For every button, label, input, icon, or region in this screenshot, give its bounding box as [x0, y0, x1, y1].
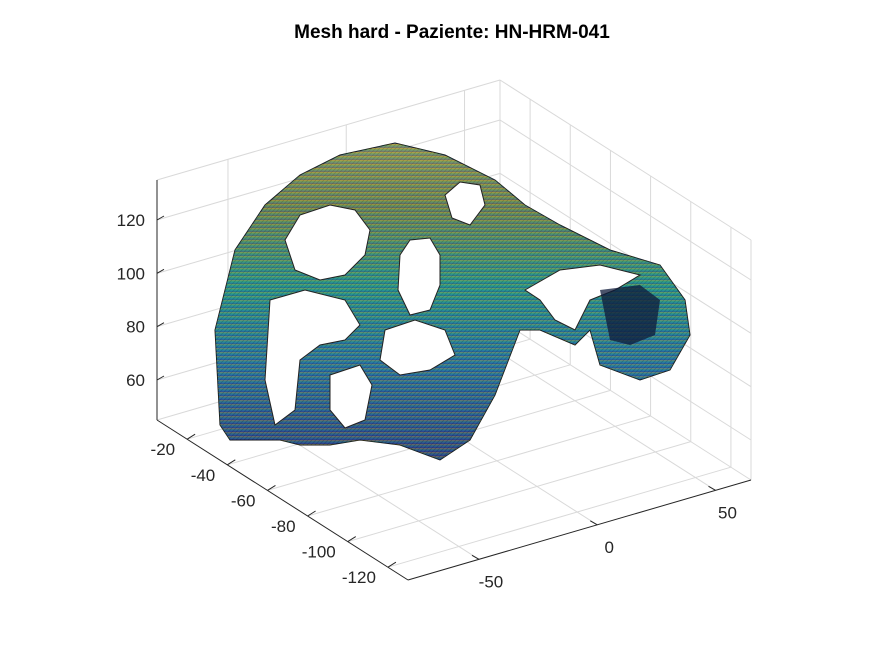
floor-right-edge	[499, 319, 752, 481]
y-tick-label: -80	[271, 517, 296, 536]
mesh-dark-band-right	[600, 285, 660, 345]
y-axis-ticks: -20 -40 -60 -80 -100 -120	[151, 433, 397, 587]
grid-line-y	[387, 466, 732, 568]
back-top-edge	[156, 79, 501, 181]
grid-line-y	[347, 441, 691, 543]
x-tick-label: 50	[718, 503, 737, 522]
y-axis-line	[156, 419, 409, 581]
z-tick-mark	[156, 375, 165, 381]
z-tick-label: 100	[117, 264, 145, 283]
z-tick-label: 60	[126, 371, 145, 390]
x-tick-mark	[589, 520, 598, 526]
mesh-hole-center	[379, 319, 456, 376]
y-tick-mark	[307, 510, 316, 517]
grid-line-z-right	[499, 172, 752, 334]
mesh-surface	[214, 142, 691, 461]
grid-line-y	[307, 415, 651, 517]
mesh-hole-lower-mid	[329, 364, 373, 429]
x-axis-line	[407, 479, 752, 581]
x-tick-mark	[708, 485, 716, 491]
mesh-hole-left-orbit	[284, 204, 371, 281]
x-tick-label: -50	[479, 572, 504, 591]
y-tick-label: -20	[151, 440, 176, 459]
y-tick-mark	[267, 484, 276, 491]
z-tick-mark	[156, 322, 165, 328]
z-tick-mark	[156, 215, 165, 221]
y-tick-mark	[186, 433, 196, 440]
mesh-hole-small	[444, 181, 486, 226]
y-tick-label: -100	[302, 543, 336, 562]
z-tick-label: 80	[126, 318, 145, 337]
x-tick-mark	[471, 554, 480, 560]
z-tick-label: 120	[117, 211, 145, 230]
y-tick-label: -120	[342, 568, 376, 587]
y-tick-mark	[227, 459, 236, 466]
grid-line-z-right	[499, 119, 752, 281]
y-tick-mark	[347, 536, 357, 543]
z-axis-ticks: 60 80 100 120	[117, 211, 165, 390]
y-tick-label: -60	[231, 491, 256, 510]
y-tick-mark	[387, 561, 397, 568]
mesh-hole-lower-left	[264, 289, 361, 426]
chart-title: Mesh hard - Paziente: HN-HRM-041	[294, 22, 610, 43]
mesh-hole-right-orbit	[397, 237, 441, 316]
x-axis-ticks: -50 0 50	[471, 485, 737, 591]
z-tick-mark	[156, 268, 165, 274]
y-tick-label: -40	[191, 466, 216, 485]
x-tick-label: 0	[605, 538, 614, 557]
right-top-edge	[499, 79, 752, 241]
